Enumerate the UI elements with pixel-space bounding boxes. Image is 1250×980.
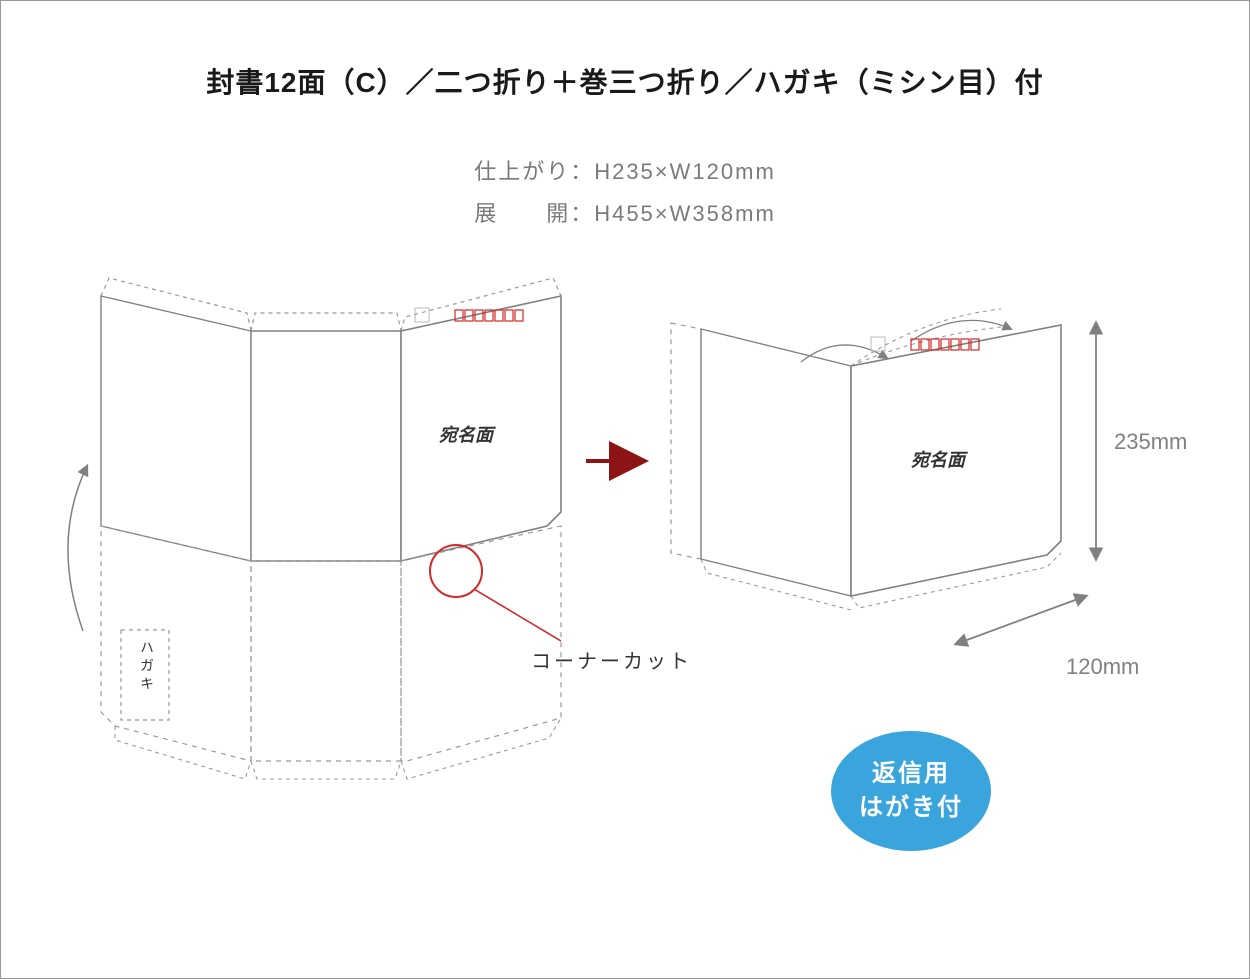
hagaki-label: ハガキ [137,640,157,694]
badge-line-2: はがき付 [859,791,963,825]
face-label-left: 宛名面 [439,421,493,447]
diagram-frame: 封書12面（C）／二つ折り＋巻三つ折り／ハガキ（ミシン目）付 仕上がり：H235… [0,0,1250,979]
width-label: 120mm [1066,654,1139,680]
badge-line-1: 返信用 [872,757,950,791]
height-label: 235mm [1114,429,1187,455]
face-label-right: 宛名面 [911,446,965,472]
diagram-svg [1,1,1250,980]
corner-cut-label: コーナーカット [531,645,692,674]
reply-postcard-badge: 返信用 はがき付 [831,731,991,851]
